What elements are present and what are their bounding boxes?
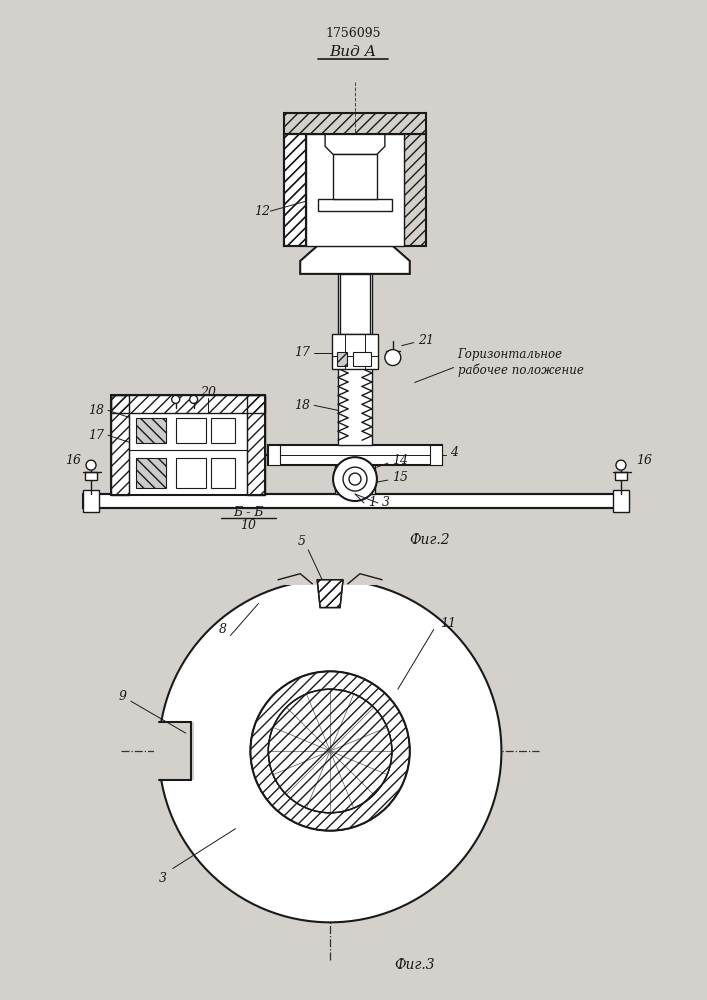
Bar [353, 352, 371, 366]
Bar [332, 334, 378, 369]
Circle shape [86, 460, 96, 470]
Bar [111, 395, 265, 495]
Bar [284, 113, 426, 134]
Text: 16: 16 [65, 454, 81, 467]
Text: 18: 18 [88, 404, 104, 417]
Text: 3: 3 [382, 496, 390, 509]
Circle shape [269, 689, 392, 813]
Text: 17: 17 [88, 429, 104, 442]
Text: 10: 10 [240, 519, 257, 532]
Text: 20: 20 [199, 386, 216, 399]
Bar [284, 134, 306, 246]
Bar [83, 490, 99, 512]
Bar [111, 395, 265, 413]
Bar [337, 352, 347, 366]
Bar [211, 458, 235, 488]
Bar [613, 490, 629, 512]
Bar [136, 418, 165, 443]
Bar [269, 445, 280, 465]
Circle shape [385, 350, 401, 366]
Polygon shape [300, 246, 410, 274]
Text: 5: 5 [298, 535, 306, 548]
Bar [247, 395, 265, 495]
Bar [154, 722, 194, 780]
Polygon shape [325, 134, 385, 154]
Bar [136, 458, 165, 488]
Bar [333, 154, 377, 199]
Text: 1: 1 [368, 496, 376, 509]
Bar [284, 134, 306, 246]
Text: 12: 12 [255, 205, 270, 218]
Text: 21: 21 [418, 334, 434, 347]
Text: 11: 11 [440, 617, 455, 630]
Circle shape [159, 580, 501, 922]
Bar [211, 418, 235, 443]
Bar [615, 472, 627, 480]
Bar [338, 266, 372, 445]
Bar [176, 458, 206, 488]
Circle shape [343, 467, 367, 491]
Bar [83, 494, 629, 508]
Circle shape [616, 460, 626, 470]
Text: Фиг.2: Фиг.2 [409, 533, 450, 547]
Text: Б - Б: Б - Б [233, 506, 264, 519]
Bar [269, 445, 442, 465]
Text: Вид А: Вид А [329, 45, 377, 59]
Bar [335, 464, 375, 494]
Text: Фиг.3: Фиг.3 [395, 958, 435, 972]
Text: 3: 3 [159, 872, 167, 885]
Text: 14: 14 [392, 454, 408, 467]
Bar [306, 134, 404, 246]
Circle shape [333, 457, 377, 501]
Text: 4: 4 [450, 446, 457, 459]
Text: 18: 18 [294, 399, 310, 412]
Text: 15: 15 [392, 471, 408, 484]
Bar [430, 445, 442, 465]
Text: 16: 16 [636, 454, 652, 467]
Circle shape [189, 395, 198, 403]
Text: 17: 17 [294, 346, 310, 359]
Polygon shape [317, 580, 343, 608]
Bar [176, 418, 206, 443]
Text: Горизонтальное
рабочее положение: Горизонтальное рабочее положение [457, 348, 583, 377]
Text: 8: 8 [218, 623, 226, 636]
Bar [85, 472, 97, 480]
Circle shape [349, 473, 361, 485]
Bar [318, 199, 392, 211]
Bar [404, 134, 426, 246]
Circle shape [172, 395, 180, 403]
Bar [275, 540, 385, 585]
Bar [340, 274, 370, 334]
Circle shape [250, 671, 410, 831]
Text: 9: 9 [119, 690, 127, 703]
Bar [284, 134, 306, 246]
Text: 1756095: 1756095 [325, 27, 381, 40]
Bar [111, 395, 129, 495]
